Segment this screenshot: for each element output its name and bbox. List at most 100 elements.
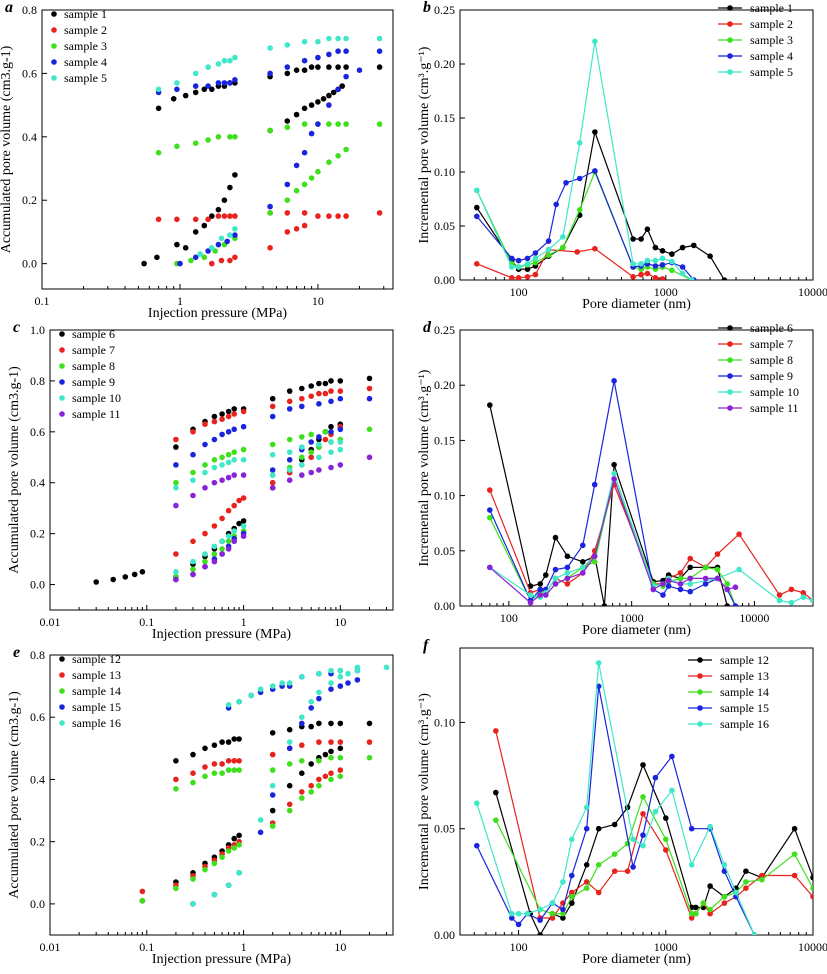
data-point <box>659 255 666 262</box>
y-tick-label: 0.10 <box>434 489 455 503</box>
y-tick-label: 0.6 <box>22 66 37 80</box>
data-point <box>693 904 699 911</box>
data-point <box>173 569 179 575</box>
data-point <box>154 254 160 261</box>
data-point <box>545 247 552 253</box>
y-tick-label: 0.0 <box>30 578 45 592</box>
data-point <box>552 575 559 582</box>
data-point <box>211 479 218 486</box>
chart-panel-b: 100 1000 10000 0.00 0.05 0.10 0.15 0.20 0.25 Pore… <box>417 0 827 312</box>
y-tick-label: 0.8 <box>30 648 45 662</box>
data-point <box>293 67 300 73</box>
data-point <box>232 232 238 238</box>
data-point <box>286 745 293 752</box>
data-point <box>732 603 739 606</box>
data-point <box>269 472 276 478</box>
y-tick-label: 0.10 <box>434 715 455 729</box>
data-point <box>286 477 293 484</box>
data-point <box>269 395 276 402</box>
data-point <box>669 251 675 257</box>
data-point <box>736 566 742 573</box>
data-point <box>328 770 334 776</box>
data-point <box>225 882 232 888</box>
data-point <box>231 528 237 534</box>
data-point <box>345 670 351 677</box>
x-axis-label: Injection pressure (MPa) <box>152 627 292 642</box>
data-point <box>366 375 373 382</box>
data-point <box>569 836 575 843</box>
x-tick-label: 1000 <box>654 940 678 954</box>
data-point <box>788 586 795 593</box>
data-point <box>322 773 329 780</box>
data-point <box>202 551 208 557</box>
data-point <box>267 45 273 51</box>
data-point <box>724 603 730 606</box>
legend-marker <box>697 673 703 679</box>
data-point <box>190 538 196 545</box>
data-point <box>211 457 218 463</box>
data-point <box>330 89 337 96</box>
data-point <box>343 48 349 54</box>
data-point <box>679 244 686 251</box>
data-point <box>286 782 293 789</box>
data-point <box>515 264 522 270</box>
data-point <box>569 900 575 906</box>
data-point <box>328 667 334 674</box>
data-point <box>693 910 699 917</box>
legend-marker <box>727 37 733 43</box>
data-point <box>337 439 344 445</box>
data-point <box>301 121 308 127</box>
data-point <box>532 250 539 256</box>
data-point <box>231 472 237 478</box>
data-point <box>201 254 208 261</box>
data-point <box>679 270 686 277</box>
data-point <box>474 261 480 267</box>
data-point <box>474 842 480 849</box>
data-point <box>225 533 232 539</box>
data-point <box>308 393 315 400</box>
data-point <box>644 270 651 277</box>
data-point <box>173 479 179 486</box>
y-tick-label: 0.4 <box>30 772 45 786</box>
data-point <box>687 588 693 595</box>
series-sample-1 <box>141 64 383 267</box>
series-sample-2 <box>474 245 666 280</box>
legend-marker <box>51 75 57 81</box>
data-point <box>611 378 617 384</box>
y-tick-label: 0.20 <box>434 378 455 392</box>
data-point <box>236 497 242 504</box>
data-point <box>337 426 344 433</box>
data-point <box>660 592 666 598</box>
data-point <box>231 736 237 742</box>
data-point <box>487 564 493 571</box>
data-point <box>592 168 598 174</box>
data-area <box>93 375 373 585</box>
y-tick-label: 0.15 <box>434 111 455 125</box>
data-point <box>322 390 329 397</box>
data-point <box>232 226 238 232</box>
data-point <box>337 395 344 402</box>
data-point <box>640 762 646 768</box>
data-point <box>630 274 636 280</box>
data-point <box>337 674 344 680</box>
data-point <box>202 866 208 873</box>
x-tick-label: 100 <box>510 940 528 954</box>
data-point <box>527 592 534 598</box>
data-point <box>219 431 225 438</box>
data-point <box>337 462 344 468</box>
data-point <box>211 464 218 471</box>
data-point <box>299 434 305 440</box>
data-point <box>174 241 180 248</box>
data-point <box>211 860 218 867</box>
data-point <box>322 380 329 387</box>
data-point <box>308 175 315 181</box>
data-point <box>299 403 305 410</box>
data-point <box>192 229 199 235</box>
legend-marker <box>727 357 733 363</box>
data-point <box>560 915 566 921</box>
data-point <box>354 677 361 683</box>
data-point <box>316 380 322 387</box>
data-point <box>527 599 534 606</box>
data-point <box>219 546 225 552</box>
